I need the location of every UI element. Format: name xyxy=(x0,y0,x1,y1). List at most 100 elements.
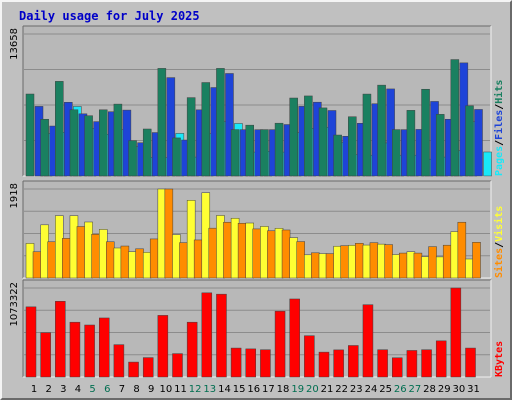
x-tick-label-day-9: 9 xyxy=(148,384,154,395)
bar-kbytes-day-4 xyxy=(69,321,81,378)
bar-sites-day-18 xyxy=(281,229,291,279)
bar-sites-day-26 xyxy=(399,252,408,279)
bar-kbytes-day-12 xyxy=(186,321,198,378)
legend-hits: Hits xyxy=(493,80,505,104)
x-tick-label-day-1: 1 xyxy=(31,384,37,395)
bar-hits-day-2 xyxy=(40,118,49,177)
bar-hits-day-23 xyxy=(348,116,357,177)
bar-hits-day-8 xyxy=(128,140,137,177)
bar-sites-day-29 xyxy=(442,244,452,279)
bar-hits-day-1 xyxy=(25,93,35,177)
bar-hits-day-29 xyxy=(435,114,445,177)
y-tick-label: 13658 xyxy=(9,28,20,60)
bar-sites-day-17 xyxy=(267,230,276,279)
bar-kbytes-day-13 xyxy=(201,292,213,378)
bar-kbytes-day-26 xyxy=(392,357,403,378)
bar-sites-day-12 xyxy=(193,239,203,279)
bar-hits-day-25 xyxy=(377,84,386,177)
bar-sites-day-9 xyxy=(149,238,159,279)
y-tick-label: 1073322 xyxy=(9,282,20,327)
bar-sites-day-30 xyxy=(457,221,467,279)
bar-kbytes-day-30 xyxy=(450,287,462,378)
bar-hits-day-18 xyxy=(274,122,284,177)
x-tick-label-day-12: 12 xyxy=(189,384,202,395)
bar-sites-day-11 xyxy=(179,242,188,279)
x-tick-label-day-15: 15 xyxy=(233,384,246,395)
legend-pages: Pages xyxy=(494,146,505,176)
bar-sites-day-31 xyxy=(472,242,481,279)
bar-hits-day-11 xyxy=(172,137,181,177)
bar-kbytes-day-1 xyxy=(25,306,37,378)
bar-kbytes-day-28 xyxy=(421,349,432,378)
legend: Sites/Visits xyxy=(493,206,505,278)
bar-hits-day-24 xyxy=(362,93,372,177)
bar-sites-day-28 xyxy=(428,246,437,279)
x-tick-label-day-20: 20 xyxy=(306,384,319,395)
x-tick-label-day-7: 7 xyxy=(119,384,125,395)
x-tick-label-day-22: 22 xyxy=(335,384,348,395)
bar-sites-day-15 xyxy=(237,222,247,279)
bar-sites-day-16 xyxy=(252,228,261,279)
bar-kbytes-day-27 xyxy=(406,350,418,378)
bar-kbytes-day-9 xyxy=(142,357,154,378)
x-tick-label-day-21: 21 xyxy=(321,384,334,395)
bar-kbytes-day-6 xyxy=(99,317,110,378)
legend-files: Files xyxy=(493,110,505,140)
x-tick-label-day-3: 3 xyxy=(60,384,66,395)
bar-sites-day-25 xyxy=(384,244,393,279)
bar-sites-day-1 xyxy=(32,251,42,279)
visits-sites-panel: 1918 Sites/Visits xyxy=(9,180,505,279)
x-tick-label-day-27: 27 xyxy=(409,384,422,395)
bar-kbytes-day-8 xyxy=(128,361,139,378)
bar-sites-day-23 xyxy=(355,243,364,279)
bar-sites-day-14 xyxy=(223,221,232,279)
bar-sites-day-5 xyxy=(91,233,100,279)
bar-sites-day-4 xyxy=(76,226,86,279)
x-tick-label-day-10: 10 xyxy=(159,384,172,395)
bar-sites-day-13 xyxy=(208,227,218,279)
x-tick-label-day-31: 31 xyxy=(467,384,480,395)
x-tick-label-day-23: 23 xyxy=(350,384,363,395)
bar-kbytes-day-3 xyxy=(55,301,66,378)
bar-kbytes-day-2 xyxy=(40,332,51,378)
x-tick-label-day-5: 5 xyxy=(89,384,95,395)
bar-kbytes-day-29 xyxy=(435,340,447,378)
legend-kbytes: KBytes xyxy=(494,341,505,377)
bar-kbytes-day-20 xyxy=(304,335,315,378)
bar-hits-day-12 xyxy=(186,97,196,177)
bar-sites-day-24 xyxy=(369,242,379,279)
legend-separator: / xyxy=(494,140,505,146)
x-tick-label-day-18: 18 xyxy=(277,384,290,395)
x-tick-label-day-16: 16 xyxy=(247,384,260,395)
bar-kbytes-day-31 xyxy=(465,347,476,378)
bar-sites-day-27 xyxy=(413,252,423,279)
bar-sites-day-10 xyxy=(164,188,174,279)
x-tick-label-day-25: 25 xyxy=(379,384,392,395)
bar-files-day-14 xyxy=(225,73,234,177)
legend: KBytes xyxy=(494,341,505,377)
x-tick-label-day-29: 29 xyxy=(438,384,451,395)
bar-kbytes-day-23 xyxy=(348,345,359,378)
bar-hits-day-16 xyxy=(245,124,254,177)
bar-kbytes-day-17 xyxy=(260,349,271,378)
bar-hits-day-10 xyxy=(157,68,167,177)
bar-sites-day-20 xyxy=(311,252,320,279)
legend-separator: / xyxy=(494,104,505,110)
bar-hits-day-13 xyxy=(201,82,211,177)
bar-kbytes-day-10 xyxy=(157,315,169,378)
bar-kbytes-day-11 xyxy=(172,353,183,378)
x-tick-label-day-13: 13 xyxy=(203,384,216,395)
x-tick-label-day-14: 14 xyxy=(218,384,231,395)
bar-kbytes-day-7 xyxy=(113,344,125,378)
x-tick-label-day-6: 6 xyxy=(104,384,110,395)
bar-kbytes-day-24 xyxy=(362,304,374,378)
x-tick-label-day-11: 11 xyxy=(174,384,187,395)
bar-sites-day-3 xyxy=(62,238,71,279)
bar-kbytes-day-22 xyxy=(333,349,344,378)
bar-kbytes-day-25 xyxy=(377,349,388,378)
bar-hits-day-15 xyxy=(230,129,240,177)
bar-sites-day-2 xyxy=(47,241,56,279)
legend-visits: Visits xyxy=(493,206,505,242)
